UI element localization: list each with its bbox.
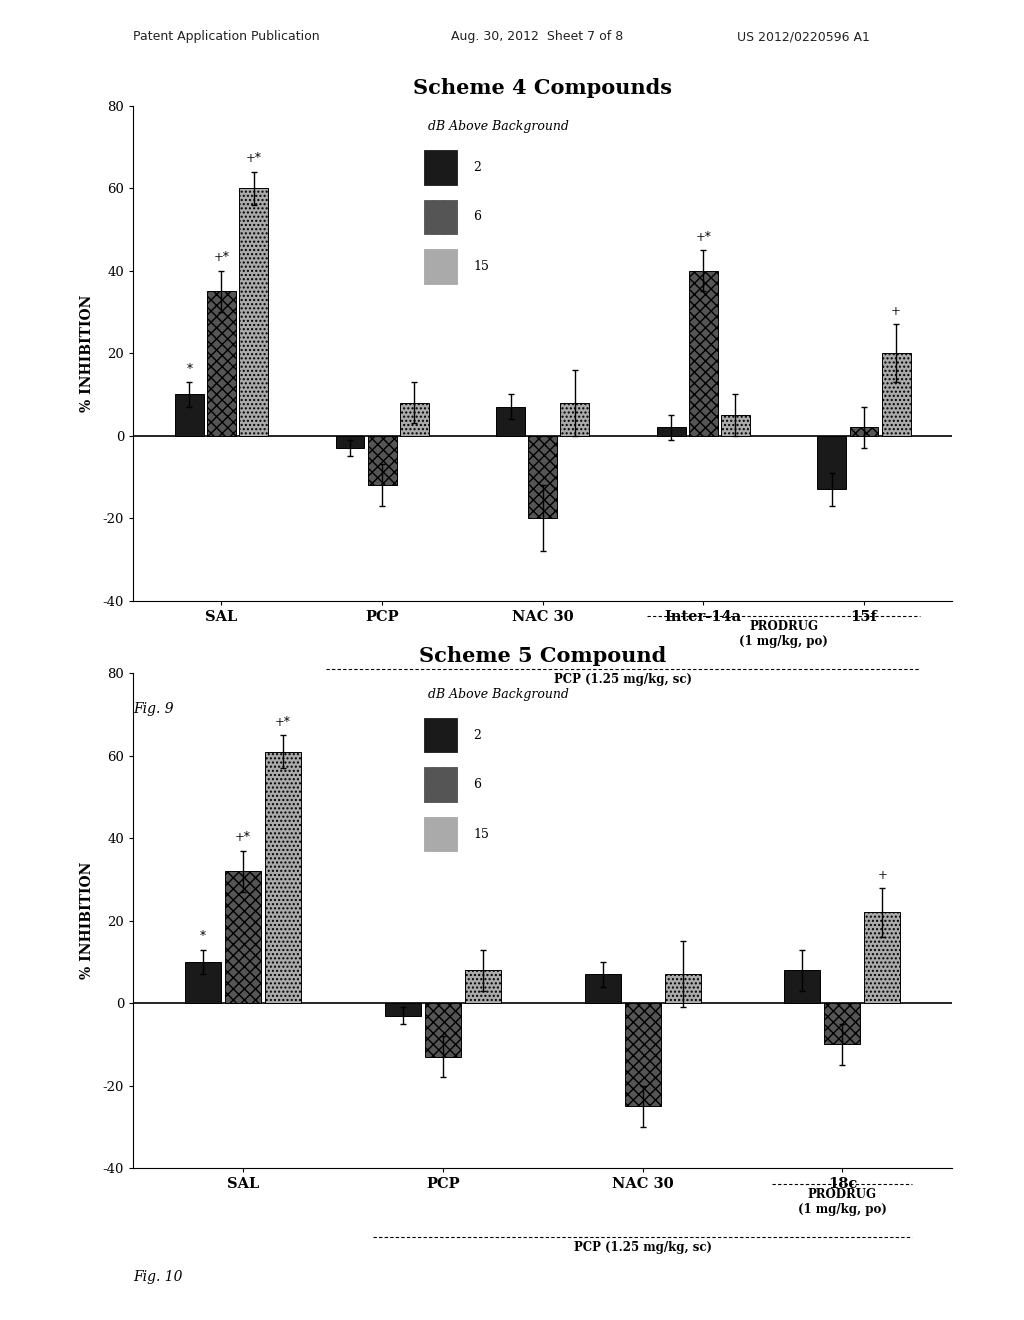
- Bar: [336, 436, 365, 447]
- Text: dB Above Background: dB Above Background: [428, 688, 569, 701]
- Bar: [656, 428, 686, 436]
- Bar: [265, 751, 301, 1003]
- Bar: [465, 970, 501, 1003]
- Bar: [424, 249, 457, 284]
- Text: Fig. 9: Fig. 9: [133, 702, 174, 717]
- Text: +*: +*: [246, 152, 261, 165]
- Text: 6: 6: [473, 777, 481, 791]
- Text: Patent Application Publication: Patent Application Publication: [133, 30, 319, 44]
- Text: 6: 6: [473, 210, 481, 223]
- Text: PCP (1.25 mg/kg, sc): PCP (1.25 mg/kg, sc): [573, 1241, 712, 1254]
- Bar: [424, 817, 457, 851]
- Title: Scheme 4 Compounds: Scheme 4 Compounds: [414, 78, 672, 99]
- Bar: [864, 912, 900, 1003]
- Bar: [385, 1003, 421, 1015]
- Text: +*: +*: [214, 251, 229, 264]
- Bar: [625, 1003, 660, 1106]
- Text: Aug. 30, 2012  Sheet 7 of 8: Aug. 30, 2012 Sheet 7 of 8: [451, 30, 623, 44]
- Bar: [225, 871, 261, 1003]
- Text: 2: 2: [473, 729, 481, 742]
- Y-axis label: % INHIBITION: % INHIBITION: [80, 862, 94, 979]
- Text: dB Above Background: dB Above Background: [428, 120, 569, 133]
- Text: PRODRUG
(1 mg/kg, po): PRODRUG (1 mg/kg, po): [798, 1188, 887, 1216]
- Bar: [368, 436, 396, 484]
- Bar: [497, 407, 525, 436]
- Bar: [424, 199, 457, 235]
- Bar: [817, 436, 846, 490]
- Bar: [784, 970, 820, 1003]
- Bar: [689, 271, 718, 436]
- Text: *: *: [200, 931, 206, 944]
- Bar: [850, 428, 879, 436]
- Text: US 2012/0220596 A1: US 2012/0220596 A1: [737, 30, 870, 44]
- Bar: [185, 962, 221, 1003]
- Bar: [665, 974, 700, 1003]
- Bar: [585, 974, 621, 1003]
- Text: +*: +*: [695, 231, 712, 244]
- Bar: [721, 414, 750, 436]
- Bar: [425, 1003, 461, 1057]
- Text: PRODRUG
(1 mg/kg, po): PRODRUG (1 mg/kg, po): [739, 620, 828, 648]
- Bar: [882, 352, 910, 436]
- Bar: [240, 187, 268, 436]
- Y-axis label: % INHIBITION: % INHIBITION: [80, 294, 94, 412]
- Text: +: +: [878, 869, 888, 882]
- Text: 15: 15: [473, 828, 489, 841]
- Bar: [207, 292, 236, 436]
- Bar: [824, 1003, 860, 1044]
- Bar: [560, 403, 589, 436]
- Bar: [424, 767, 457, 803]
- Bar: [424, 150, 457, 185]
- Text: 2: 2: [473, 161, 481, 174]
- Text: +*: +*: [236, 832, 251, 845]
- Bar: [424, 718, 457, 752]
- Text: +*: +*: [275, 715, 291, 729]
- Bar: [175, 395, 204, 436]
- Text: PCP (1.25 mg/kg, sc): PCP (1.25 mg/kg, sc): [554, 673, 692, 686]
- Bar: [528, 436, 557, 517]
- Title: Scheme 5 Compound: Scheme 5 Compound: [419, 645, 667, 667]
- Bar: [399, 403, 429, 436]
- Text: Fig. 10: Fig. 10: [133, 1270, 182, 1284]
- Text: *: *: [186, 363, 193, 376]
- Text: +: +: [891, 305, 901, 318]
- Text: 15: 15: [473, 260, 489, 273]
